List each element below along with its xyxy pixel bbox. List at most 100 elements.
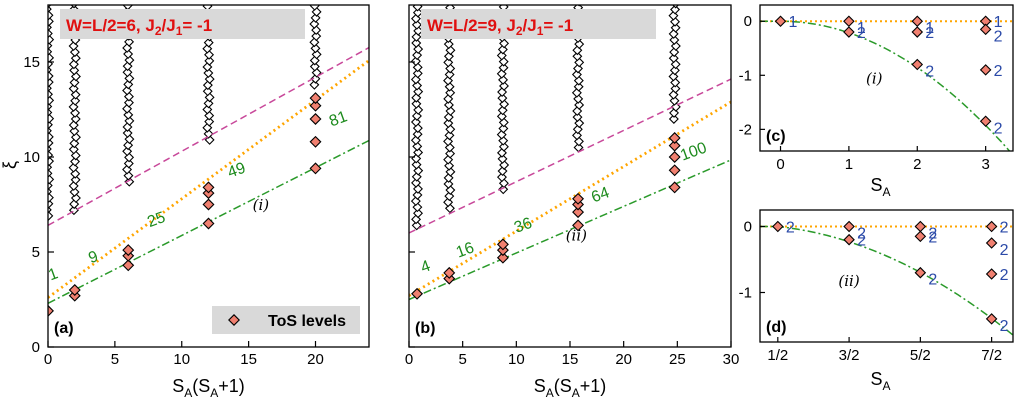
annotation: (ii) [838, 272, 859, 290]
tower-level [410, 117, 421, 128]
tower-level [412, 50, 423, 61]
tower-level [123, 91, 134, 102]
tower-level [445, 87, 456, 98]
degeneracy-label: 2 [925, 25, 934, 42]
degeneracy-label: 2 [994, 28, 1003, 45]
tos-point [48, 304, 54, 317]
degeneracy-label: 100 [678, 139, 709, 164]
degeneracy-label: 2 [1000, 220, 1009, 237]
plot-area [760, 15, 1013, 151]
tower-level [670, 83, 681, 94]
chart-title: W=L/2=6, J2/J1= -1 [66, 16, 212, 38]
y-tick-label: -2 [739, 121, 752, 138]
level-point [985, 237, 998, 249]
tower-level [48, 47, 53, 56]
y-tick-label: 0 [744, 219, 752, 236]
tower-level [203, 68, 214, 78]
tower-level [670, 59, 681, 70]
plot-area [760, 220, 1013, 336]
tower-level [443, 179, 454, 189]
x-tick-label: 3/2 [839, 347, 860, 364]
tower-level [68, 83, 79, 94]
tower-level [204, 116, 215, 127]
x-tick-label: 0 [44, 351, 52, 368]
level-point [774, 15, 787, 28]
tower-level [445, 185, 456, 196]
tower-level [498, 135, 509, 146]
degeneracy-label: 81 [327, 108, 350, 130]
fit-curve [760, 225, 1013, 336]
tower-level [48, 5, 52, 13]
tower-level [202, 86, 213, 97]
tower-level [48, 108, 53, 117]
tower-level [309, 55, 320, 66]
tower-level [48, 168, 53, 178]
tower-level [496, 172, 507, 183]
tos-point [202, 181, 215, 194]
tower-level [309, 37, 320, 48]
tower-level [444, 130, 455, 141]
tower-level [70, 5, 78, 9]
tower-level [311, 49, 322, 60]
tower-level [309, 61, 320, 72]
annotation: (i) [866, 69, 883, 87]
degeneracy-label: 2 [928, 229, 937, 246]
level-point [843, 26, 855, 38]
plot-frame [759, 4, 1014, 152]
tower-level [445, 148, 456, 159]
tower-level [498, 184, 509, 195]
legend-marker [228, 314, 240, 326]
degeneracy-label: 2 [1000, 242, 1009, 259]
y-tick-label: 5 [32, 244, 40, 261]
level-point [911, 58, 924, 71]
tower-level [497, 93, 508, 104]
tower-level [203, 128, 214, 139]
tos-point [411, 287, 424, 300]
tower-level [411, 177, 422, 188]
tower-level [573, 75, 584, 86]
tower-level [123, 79, 134, 90]
tos-point [122, 244, 135, 257]
tower-level [574, 99, 585, 110]
degeneracy-label: 2 [857, 233, 866, 250]
x-axis-label: SA(SA+1) [172, 376, 245, 400]
tower-level [668, 53, 679, 64]
x-tick-label: 5 [458, 351, 466, 368]
tower-level [48, 113, 55, 124]
tower-level [443, 118, 454, 129]
y-tick-label: -1 [739, 67, 752, 84]
tower-level [68, 180, 79, 191]
degeneracy-label: 25 [145, 209, 168, 231]
tower-level [203, 98, 214, 109]
fit-line-dashed [409, 78, 731, 234]
degeneracy-label: 64 [589, 184, 612, 206]
tower-level [48, 95, 55, 106]
tos-point [668, 139, 681, 152]
tower-level [497, 166, 508, 177]
tower-level [574, 57, 585, 68]
tower-level [411, 98, 422, 109]
title-box [60, 9, 305, 39]
tower-level [70, 53, 81, 64]
x-tick-label: 5/2 [910, 347, 931, 364]
tower-level [70, 114, 81, 124]
level-point [985, 313, 998, 325]
tower-level [124, 176, 135, 187]
tos-point [309, 135, 322, 148]
tower-level [48, 71, 54, 82]
tower-level [69, 186, 80, 197]
level-point [985, 220, 998, 233]
tower-level [497, 105, 508, 116]
tower-level [573, 81, 584, 92]
tower-level [48, 187, 52, 196]
degeneracy-label: 2 [994, 63, 1003, 80]
x-tick-label: 10 [173, 351, 190, 368]
tower-level [573, 136, 584, 147]
degeneracy-label: 2 [786, 220, 795, 237]
fit-line-dotted [48, 59, 369, 299]
tower-level [412, 129, 423, 140]
x-axis-label: SA(SA+1) [534, 376, 607, 400]
tower-level [669, 34, 680, 45]
